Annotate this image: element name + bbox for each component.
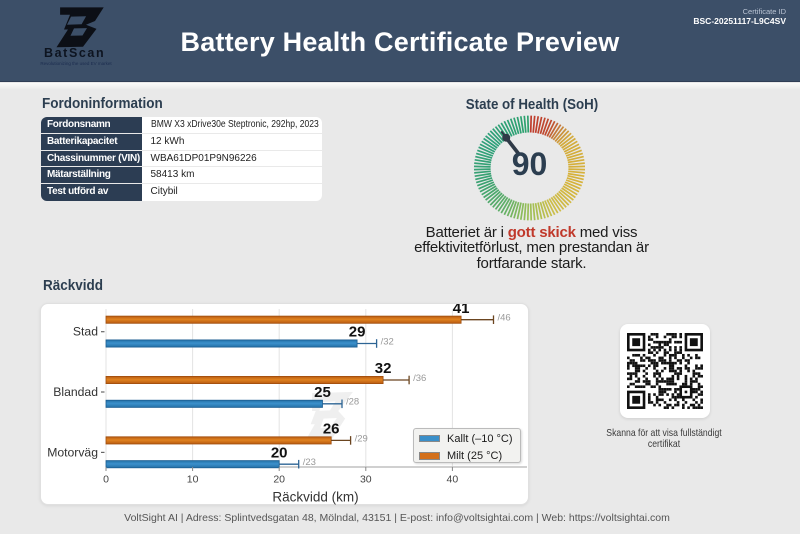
svg-text:20: 20 <box>271 444 288 461</box>
svg-text:26: 26 <box>323 421 340 438</box>
svg-text:/32: /32 <box>381 336 394 347</box>
svg-text:30: 30 <box>360 474 372 486</box>
svg-text:Motorväg: Motorväg <box>47 445 98 459</box>
svg-text:/23: /23 <box>303 457 316 468</box>
svg-text:Blandad: Blandad <box>53 385 98 399</box>
svg-text:Stad: Stad <box>73 325 98 339</box>
svg-text:29: 29 <box>349 324 366 341</box>
svg-text:Räckvidd (km): Räckvidd (km) <box>272 490 358 505</box>
svg-text:/46: /46 <box>498 313 511 324</box>
svg-text:/29: /29 <box>355 433 368 444</box>
svg-text:32: 32 <box>375 360 392 377</box>
svg-text:0: 0 <box>103 474 109 486</box>
svg-text:41: 41 <box>453 304 470 317</box>
svg-text:10: 10 <box>187 474 199 486</box>
svg-text:40: 40 <box>447 474 459 486</box>
svg-text:25: 25 <box>314 384 331 401</box>
svg-text:20: 20 <box>273 474 285 486</box>
svg-text:/36: /36 <box>413 373 426 384</box>
svg-text:/28: /28 <box>346 397 359 408</box>
